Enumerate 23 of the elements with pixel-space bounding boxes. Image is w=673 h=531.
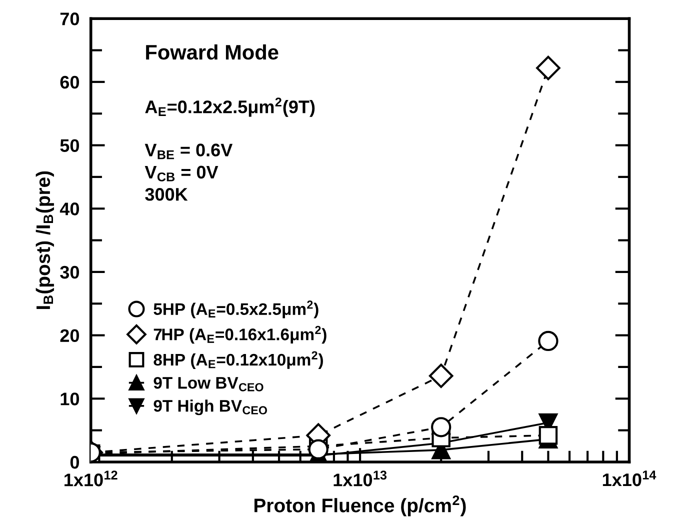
annotation: A$_{E}$=0.12x2.5μm$^{2}$(9T) [145,98,315,117]
y-tick-label: 50 [60,139,80,152]
y-tick-label: 60 [60,76,80,89]
y-tick-label: 10 [60,392,80,406]
x-tick-label: 1x10$^{12}$ [64,470,118,486]
x-tick-label: 1x10$^{14}$ [602,470,656,486]
y-tick-label: 40 [60,202,80,216]
y-tick-label: 0 [70,456,80,469]
annotation: V$_{BE}$ = 0.6V [144,144,233,160]
text: Foward Mode [146,44,278,60]
legend-label: 9T Low BV$_{CEO}$ [154,376,264,392]
y-tick-label: 20 [60,329,80,342]
legend-label: 8HP (A$_{E}$=0.12x10μm$^{2}$) [154,351,323,369]
legend-label: 7HP (A$_{E}$=0.16x1.6μm$^{2}$) [154,326,326,344]
x-axis-title: Proton Fluence (p/cm$^{2}$) [254,495,466,516]
y-axis-title: I$_{B}$(post) /I$_{B}$(pre) [36,171,54,309]
legend-label: 9T High BV$_{CEO}$ [154,400,267,416]
legend-label: 5HP (A$_{E}$=0.5x2.5μm$^{2}$) [154,300,318,318]
y-tick-label: 30 [60,266,80,279]
annotation: V$_{CB}$ = 0V [144,166,218,182]
y-tick-label: 70 [60,12,80,26]
x-tick-label: 1x10$^{13}$ [334,470,387,486]
annotation: 300K [145,188,188,201]
